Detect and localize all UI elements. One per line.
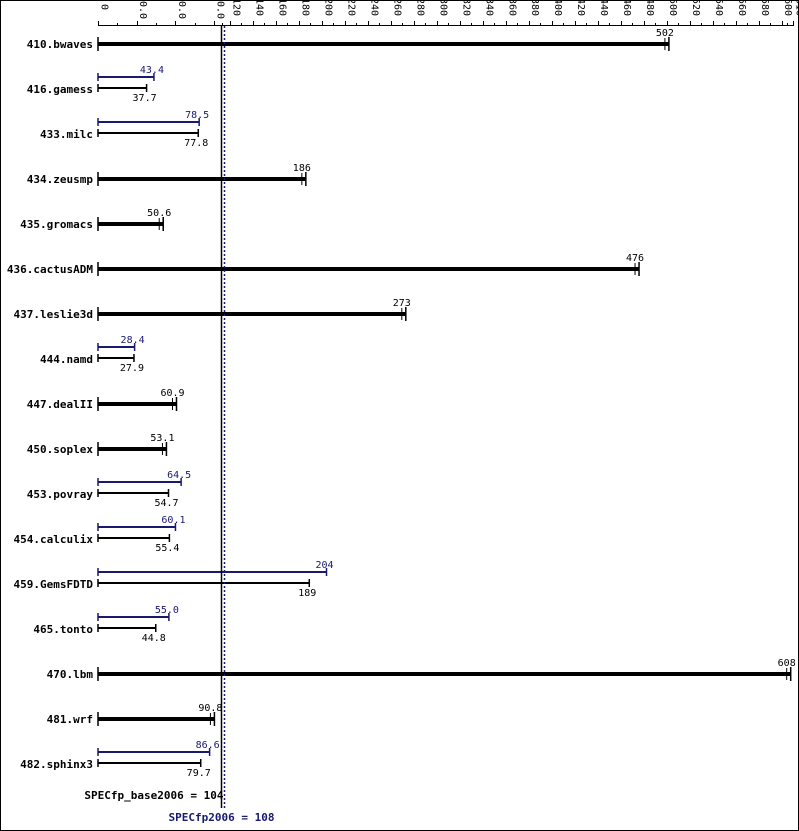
- x-tick-label: 580: [759, 0, 770, 16]
- base-value-label: 476: [626, 253, 644, 264]
- base-value-label: 27.9: [120, 363, 144, 374]
- x-tick-label: 460: [621, 0, 632, 16]
- base-value-label: 502: [656, 28, 674, 39]
- benchmark-row: 450.soplex 53.1: [27, 433, 174, 456]
- benchmark-name: 465.tonto: [33, 623, 93, 636]
- x-tick-label: 540: [713, 0, 724, 16]
- base-value-label: 37.7: [133, 93, 157, 104]
- peak-value-label: 64.5: [167, 470, 191, 481]
- x-tick-label: 200: [322, 0, 333, 16]
- x-tick-label: 240: [368, 0, 379, 16]
- benchmark-row: 470.lbm 608: [47, 658, 796, 681]
- x-tick-label: 420: [575, 0, 586, 16]
- x-tick-label: 0: [99, 4, 110, 10]
- benchmark-row: 447.dealII 60.9: [27, 388, 185, 411]
- benchmark-name: 447.dealII: [27, 398, 93, 411]
- benchmark-row: 444.namd 28.4 27.9: [40, 335, 145, 374]
- x-tick-label: 340: [483, 0, 494, 16]
- base-value-label: 189: [298, 588, 316, 599]
- peak-value-label: 43.4: [140, 65, 164, 76]
- benchmark-name: 410.bwaves: [27, 38, 93, 51]
- benchmark-row: 465.tonto 55.0 44.8: [33, 605, 179, 644]
- x-tick-label: 220: [345, 0, 356, 16]
- benchmark-row: 453.povray 64.5 54.7: [27, 470, 191, 509]
- benchmark-row: 454.calculix 60.1 55.4: [14, 515, 186, 554]
- benchmark-rows: 410.bwaves 502 416.gamess 43.4 37.7 433.milc 7…: [7, 28, 796, 779]
- x-tick-label: 400: [552, 0, 563, 16]
- x-tick-label: 480: [644, 0, 655, 16]
- base-score-label: SPECfp_base2006 = 104: [84, 789, 223, 802]
- benchmark-name: 470.lbm: [47, 668, 94, 681]
- base-value-label: 60.9: [160, 388, 184, 399]
- x-tick-label: 560: [736, 0, 747, 16]
- x-tick-label: 300: [437, 0, 448, 16]
- x-tick-label: 500: [667, 0, 678, 16]
- benchmark-name: 416.gamess: [27, 83, 93, 96]
- x-tick-label: 280: [414, 0, 425, 16]
- x-tick-label: 60.0: [176, 0, 187, 19]
- benchmark-row: 481.wrf 90.8: [47, 703, 222, 726]
- peak-score-label: SPECfp2006 = 108: [169, 811, 275, 824]
- benchmark-row: 435.gromacs 50.6: [20, 208, 171, 231]
- peak-value-label: 60.1: [161, 515, 185, 526]
- benchmark-name: 435.gromacs: [20, 218, 93, 231]
- peak-value-label: 55.0: [155, 605, 179, 616]
- base-value-label: 79.7: [187, 768, 211, 779]
- x-tick-label: 260: [391, 0, 402, 16]
- peak-value-label: 86.6: [196, 740, 220, 751]
- benchmark-row: 416.gamess 43.4 37.7: [27, 65, 164, 104]
- benchmark-row: 482.sphinx3 86.6 79.7: [20, 740, 220, 779]
- x-tick-label: 160: [276, 0, 287, 16]
- x-axis: 0 30.0 60.0 90.0 120 140 160 180 200 220 240 260 280…: [98, 0, 799, 26]
- x-tick-label: 380: [529, 0, 540, 16]
- base-value-label: 608: [778, 658, 796, 669]
- x-tick-label: 440: [598, 0, 609, 16]
- x-tick-label: 610: [794, 0, 799, 16]
- benchmark-row: 434.zeusmp 186: [27, 163, 311, 186]
- benchmark-name: 453.povray: [27, 488, 94, 501]
- x-tick-label: 320: [460, 0, 471, 16]
- base-value-label: 186: [293, 163, 311, 174]
- base-value-label: 53.1: [150, 433, 174, 444]
- x-tick-label: 30.0: [137, 0, 148, 19]
- base-value-label: 77.8: [184, 138, 208, 149]
- base-value-label: 44.8: [142, 633, 166, 644]
- benchmark-row: 436.cactusADM 476: [7, 253, 644, 276]
- x-tick-label: 600: [782, 0, 793, 16]
- x-tick-label: 90.0: [215, 0, 226, 19]
- benchmark-row: 459.GemsFDTD 204 189: [14, 560, 334, 599]
- base-value-label: 54.7: [154, 498, 178, 509]
- benchmark-row: 433.milc 78.5 77.8: [40, 110, 209, 149]
- benchmark-row: 437.leslie3d 273: [14, 298, 411, 321]
- benchmark-name: 444.namd: [40, 353, 93, 366]
- x-tick-label: 180: [299, 0, 310, 16]
- benchmark-name: 450.soplex: [27, 443, 94, 456]
- peak-value-label: 204: [315, 560, 333, 571]
- x-tick-label: 520: [690, 0, 701, 16]
- peak-value-label: 28.4: [121, 335, 145, 346]
- benchmark-name: 482.sphinx3: [20, 758, 93, 771]
- benchmark-name: 433.milc: [40, 128, 93, 141]
- base-value-label: 50.6: [147, 208, 171, 219]
- benchmark-name: 481.wrf: [47, 713, 93, 726]
- benchmark-name: 436.cactusADM: [7, 263, 93, 276]
- x-tick-label: 120: [231, 0, 242, 16]
- peak-value-label: 78.5: [185, 110, 209, 121]
- benchmark-row: 410.bwaves 502: [27, 28, 674, 51]
- x-tick-label: 140: [253, 0, 264, 16]
- base-value-label: 55.4: [155, 543, 179, 554]
- base-value-label: 273: [393, 298, 411, 309]
- benchmark-name: 459.GemsFDTD: [14, 578, 94, 591]
- base-value-label: 90.8: [198, 703, 222, 714]
- benchmark-name: 434.zeusmp: [27, 173, 94, 186]
- benchmark-name: 454.calculix: [14, 533, 94, 546]
- summary-lines: SPECfp_base2006 = 104 SPECfp2006 = 108: [84, 26, 274, 824]
- x-tick-label: 360: [506, 0, 517, 16]
- benchmark-name: 437.leslie3d: [14, 308, 93, 321]
